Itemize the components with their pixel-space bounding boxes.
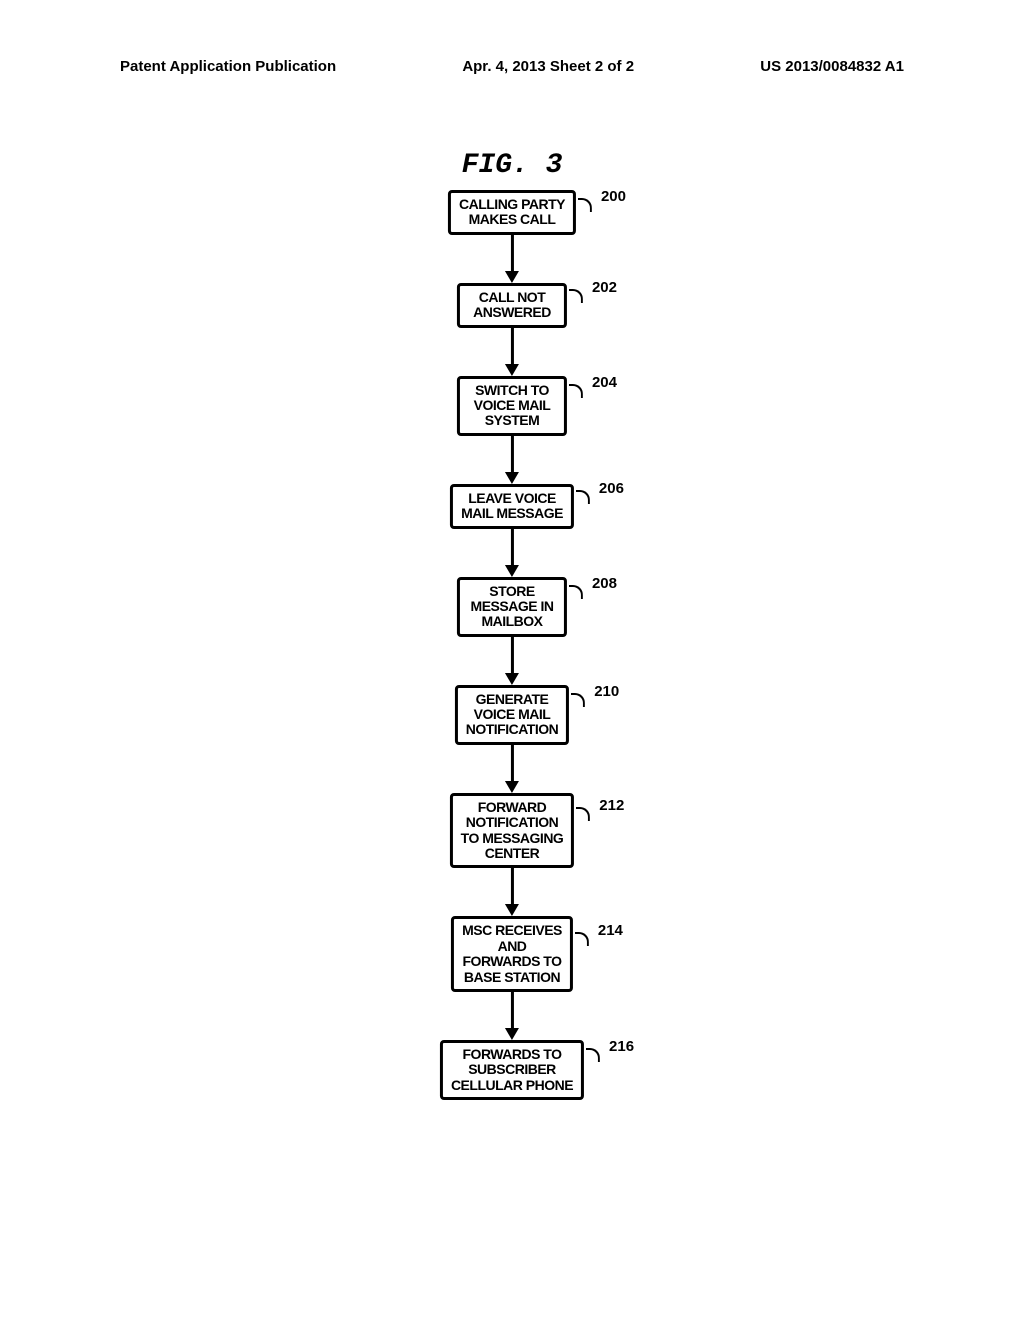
arrow-head-icon xyxy=(505,781,519,793)
ref-connector xyxy=(571,693,585,707)
node-ref-label: 202 xyxy=(592,279,617,296)
flow-arrow xyxy=(505,992,519,1040)
arrow-line xyxy=(511,436,514,472)
node-ref-label: 204 xyxy=(592,374,617,391)
node-line: MAKES CALL xyxy=(459,212,565,227)
flowchart-node: CALL NOTANSWERED202 xyxy=(457,283,567,328)
ref-connector xyxy=(578,198,592,212)
node-line: VOICE MAIL xyxy=(466,707,559,722)
node-line: MESSAGE IN xyxy=(468,599,556,614)
flow-arrow xyxy=(505,436,519,484)
flowchart-node: LEAVE VOICEMAIL MESSAGE206 xyxy=(450,484,574,529)
ref-connector xyxy=(575,932,589,946)
node-line: MSC RECEIVES xyxy=(462,923,562,938)
ref-connector xyxy=(569,384,583,398)
node-box: SWITCH TOVOICE MAILSYSTEM xyxy=(457,376,567,436)
flow-arrow xyxy=(505,328,519,376)
arrow-line xyxy=(511,992,514,1028)
node-ref-label: 210 xyxy=(594,683,619,700)
arrow-head-icon xyxy=(505,472,519,484)
node-line: SUBSCRIBER xyxy=(451,1062,573,1077)
arrow-line xyxy=(511,529,514,565)
node-line: TO MESSAGING xyxy=(461,831,564,846)
node-ref-label: 214 xyxy=(598,922,623,939)
flowchart-node: STOREMESSAGE INMAILBOX208 xyxy=(457,577,567,637)
node-ref-label: 200 xyxy=(601,188,626,205)
node-line: VOICE MAIL xyxy=(468,398,556,413)
arrow-line xyxy=(511,637,514,673)
node-line: MAIL MESSAGE xyxy=(461,506,563,521)
node-line: BASE STATION xyxy=(462,970,562,985)
node-box: LEAVE VOICEMAIL MESSAGE xyxy=(450,484,574,529)
ref-connector xyxy=(576,490,590,504)
flowchart-node: CALLING PARTYMAKES CALL200 xyxy=(448,190,576,235)
header-center: Apr. 4, 2013 Sheet 2 of 2 xyxy=(462,58,634,75)
node-line: FORWARDS TO xyxy=(462,954,562,969)
flow-arrow xyxy=(505,529,519,577)
node-line: NOTIFICATION xyxy=(461,815,564,830)
flowchart: CALLING PARTYMAKES CALL200 CALL NOTANSWER… xyxy=(440,190,584,1100)
arrow-head-icon xyxy=(505,673,519,685)
node-line: CALLING PARTY xyxy=(459,197,565,212)
ref-connector xyxy=(576,807,590,821)
node-line: SYSTEM xyxy=(468,413,556,428)
node-box: FORWARDNOTIFICATIONTO MESSAGINGCENTER xyxy=(450,793,575,869)
node-line: SWITCH TO xyxy=(468,383,556,398)
arrow-line xyxy=(511,745,514,781)
flow-arrow xyxy=(505,637,519,685)
node-ref-label: 212 xyxy=(599,797,624,814)
flow-arrow xyxy=(505,868,519,916)
arrow-head-icon xyxy=(505,271,519,283)
ref-connector xyxy=(569,585,583,599)
node-ref-label: 216 xyxy=(609,1038,634,1055)
arrow-line xyxy=(511,235,514,271)
node-line: FORWARD xyxy=(461,800,564,815)
node-line: AND xyxy=(462,939,562,954)
node-line: CALL NOT xyxy=(468,290,556,305)
node-box: FORWARDS TOSUBSCRIBERCELLULAR PHONE xyxy=(440,1040,584,1100)
flowchart-node: FORWARDS TOSUBSCRIBERCELLULAR PHONE216 xyxy=(440,1040,584,1100)
node-box: CALL NOTANSWERED xyxy=(457,283,567,328)
flowchart-node: GENERATEVOICE MAILNOTIFICATION210 xyxy=(455,685,570,745)
arrow-line xyxy=(511,868,514,904)
arrow-head-icon xyxy=(505,364,519,376)
header-right: US 2013/0084832 A1 xyxy=(760,58,904,75)
node-line: LEAVE VOICE xyxy=(461,491,563,506)
ref-connector xyxy=(586,1048,600,1062)
ref-connector xyxy=(569,289,583,303)
node-line: FORWARDS TO xyxy=(451,1047,573,1062)
node-box: STOREMESSAGE INMAILBOX xyxy=(457,577,567,637)
figure-title: FIG. 3 xyxy=(462,150,563,181)
node-ref-label: 208 xyxy=(592,575,617,592)
flow-arrow xyxy=(505,235,519,283)
node-ref-label: 206 xyxy=(599,480,624,497)
node-line: ANSWERED xyxy=(468,305,556,320)
node-box: GENERATEVOICE MAILNOTIFICATION xyxy=(455,685,570,745)
node-box: CALLING PARTYMAKES CALL xyxy=(448,190,576,235)
arrow-head-icon xyxy=(505,1028,519,1040)
arrow-head-icon xyxy=(505,904,519,916)
node-line: CENTER xyxy=(461,846,564,861)
flowchart-node: MSC RECEIVESANDFORWARDS TOBASE STATION21… xyxy=(451,916,573,992)
node-line: STORE xyxy=(468,584,556,599)
node-line: GENERATE xyxy=(466,692,559,707)
header-left: Patent Application Publication xyxy=(120,58,336,75)
flowchart-node: SWITCH TOVOICE MAILSYSTEM204 xyxy=(457,376,567,436)
node-line: MAILBOX xyxy=(468,614,556,629)
flow-arrow xyxy=(505,745,519,793)
node-line: NOTIFICATION xyxy=(466,722,559,737)
arrow-head-icon xyxy=(505,565,519,577)
node-box: MSC RECEIVESANDFORWARDS TOBASE STATION xyxy=(451,916,573,992)
patent-header: Patent Application Publication Apr. 4, 2… xyxy=(0,58,1024,75)
node-line: CELLULAR PHONE xyxy=(451,1078,573,1093)
flowchart-node: FORWARDNOTIFICATIONTO MESSAGINGCENTER212 xyxy=(450,793,575,869)
arrow-line xyxy=(511,328,514,364)
